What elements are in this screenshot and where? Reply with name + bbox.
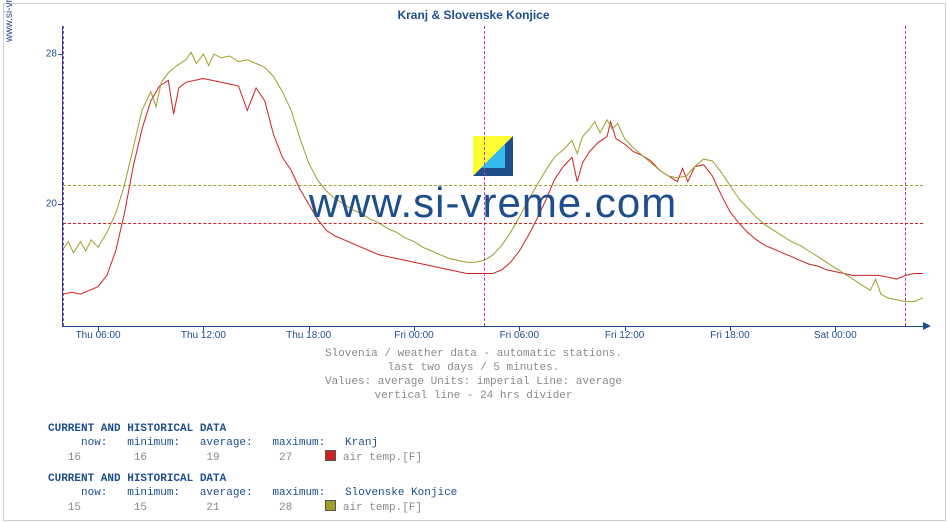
y-tick-label: 20	[35, 199, 57, 210]
series-line	[63, 52, 923, 301]
data-table: CURRENT AND HISTORICAL DATA now: minimum…	[48, 422, 422, 465]
data-table: CURRENT AND HISTORICAL DATA now: minimum…	[48, 472, 457, 515]
avg-line	[63, 185, 923, 186]
x-tick-label: Sat 00:00	[814, 330, 857, 341]
x-tick-mark	[519, 326, 520, 331]
avg-line	[63, 223, 923, 224]
series-name-label: Kranj	[325, 437, 378, 449]
table-row: 15 15 21 28 air temp.[F]	[48, 500, 457, 515]
table-row: 16 16 19 27 air temp.[F]	[48, 450, 422, 465]
x-tick-label: Fri 06:00	[500, 330, 539, 341]
x-tick-mark	[835, 326, 836, 331]
table-col-labels: now: minimum: average: maximum:	[48, 437, 325, 449]
x-tick-label: Thu 06:00	[76, 330, 121, 341]
caption-line: last two days / 5 minutes.	[0, 362, 947, 374]
x-tick-label: Fri 00:00	[394, 330, 433, 341]
x-tick-label: Fri 12:00	[605, 330, 644, 341]
table-col-labels: now: minimum: average: maximum:	[48, 487, 325, 499]
table-header: CURRENT AND HISTORICAL DATA	[48, 472, 457, 486]
color-swatch	[325, 450, 336, 461]
table-values: 16 16 19 27	[48, 452, 325, 464]
x-tick-label: Thu 18:00	[286, 330, 331, 341]
x-axis-arrow	[923, 322, 931, 330]
chart-title: Kranj & Slovenske Konjice	[0, 8, 947, 22]
table-row: now: minimum: average: maximum: Slovensk…	[48, 486, 457, 500]
table-values: 15 15 21 28	[48, 502, 325, 514]
x-tick-mark	[309, 326, 310, 331]
metric-label: air temp.[F]	[336, 502, 422, 514]
x-tick-mark	[203, 326, 204, 331]
x-tick-mark	[730, 326, 731, 331]
x-tick-mark	[98, 326, 99, 331]
caption-line: Slovenia / weather data - automatic stat…	[0, 348, 947, 360]
divider-line	[905, 26, 906, 326]
x-tick-label: Thu 12:00	[181, 330, 226, 341]
series-name-label: Slovenske Konjice	[325, 487, 457, 499]
color-swatch	[325, 500, 336, 511]
divider-line	[484, 26, 485, 326]
x-tick-label: Fri 18:00	[710, 330, 749, 341]
y-tick-label: 28	[35, 49, 57, 60]
caption-line: vertical line - 24 hrs divider	[0, 390, 947, 402]
divider-line	[63, 26, 64, 326]
y-axis-label: www.si-vreme.com	[4, 0, 22, 90]
x-tick-mark	[625, 326, 626, 331]
caption-line: Values: average Units: imperial Line: av…	[0, 376, 947, 388]
table-header: CURRENT AND HISTORICAL DATA	[48, 422, 422, 436]
table-row: now: minimum: average: maximum: Kranj	[48, 436, 422, 450]
watermark-logo	[473, 136, 513, 176]
metric-label: air temp.[F]	[336, 452, 422, 464]
x-tick-mark	[414, 326, 415, 331]
plot-area: www.si-vreme.com 2028Thu 06:00Thu 12:00T…	[62, 26, 923, 327]
